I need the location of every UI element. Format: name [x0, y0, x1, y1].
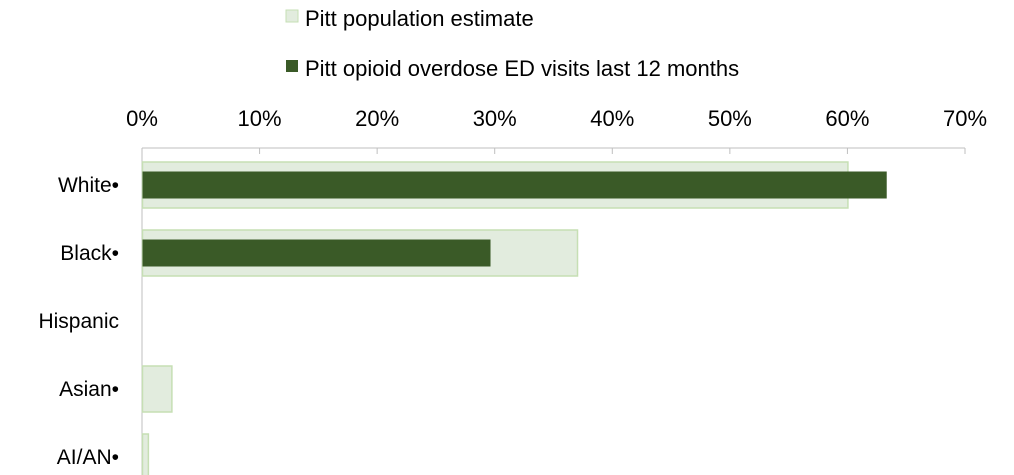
- x-tick-label: 40%: [590, 106, 634, 131]
- legend: Pitt population estimate Pitt opioid ove…: [285, 6, 739, 81]
- x-tick-label: 60%: [825, 106, 869, 131]
- category-labels: White• Black• Hispanic Asian• AI/AN•: [38, 174, 119, 469]
- category-label: Hispanic: [38, 310, 119, 333]
- bar-overdose-1: [142, 239, 491, 267]
- x-tick-label: 10%: [238, 106, 282, 131]
- category-label: Asian•: [59, 378, 119, 401]
- x-tick-label: 0%: [126, 106, 158, 131]
- bar-population-3: [141, 365, 173, 413]
- x-tick-label: 20%: [355, 106, 399, 131]
- bars: [141, 161, 887, 475]
- x-tick-label: 30%: [473, 106, 517, 131]
- category-label: Black•: [60, 242, 119, 265]
- category-label: AI/AN•: [57, 446, 119, 469]
- legend-item-overdose: Pitt opioid overdose ED visits last 12 m…: [286, 56, 739, 81]
- legend-item-population: Pitt population estimate: [285, 6, 534, 31]
- bar-population-4: [141, 433, 150, 475]
- x-axis: 0% 10% 20% 30% 40% 50% 60% 70%: [126, 106, 987, 475]
- x-tick-label: 50%: [708, 106, 752, 131]
- legend-label-population: Pitt population estimate: [305, 6, 534, 31]
- x-tick-label: 70%: [943, 106, 987, 131]
- bar-overdose-0: [142, 171, 887, 199]
- category-label: White•: [58, 174, 119, 197]
- legend-swatch-population: [285, 9, 299, 23]
- legend-swatch-overdose: [286, 60, 298, 72]
- legend-label-overdose: Pitt opioid overdose ED visits last 12 m…: [305, 56, 739, 81]
